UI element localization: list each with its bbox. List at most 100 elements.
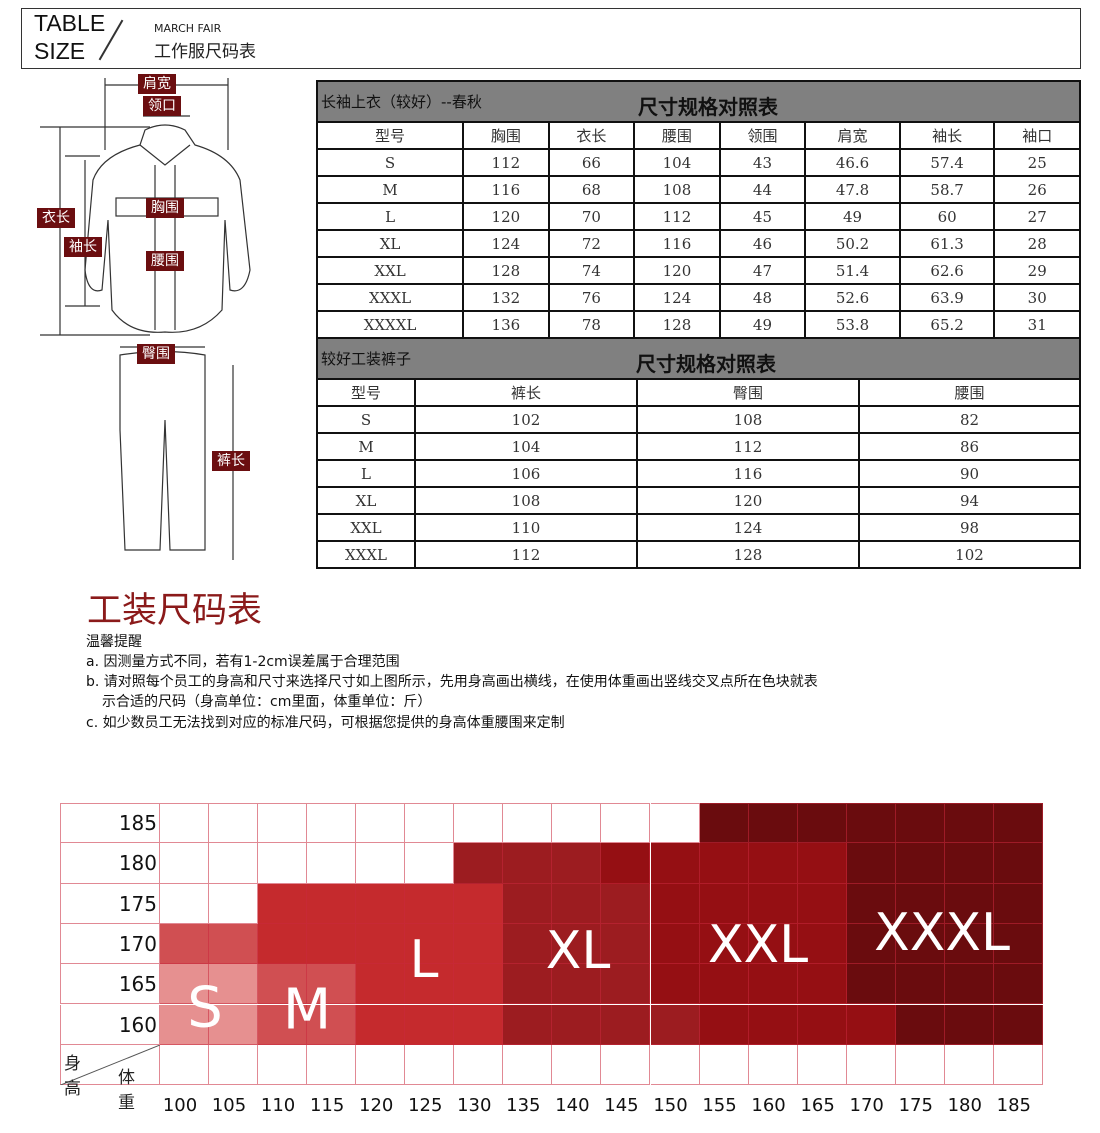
column-header: 臀围 xyxy=(636,378,860,407)
grid-cell-XXXL xyxy=(993,883,1043,924)
column-header: 腰围 xyxy=(858,378,1081,407)
grid-cell-XL xyxy=(552,1004,602,1045)
grid-cell-L xyxy=(405,1004,455,1045)
grid-cell-M xyxy=(307,964,357,1005)
grid-cell-M xyxy=(209,923,259,965)
table-cell: 46 xyxy=(718,229,807,258)
table-title-row: 长袖上衣（较好）--春秋 尺寸规格对照表 xyxy=(316,80,1081,123)
grid-cell-empty xyxy=(160,803,210,844)
label-chest: 胸围 xyxy=(146,198,184,218)
column-header: 胸围 xyxy=(462,121,550,150)
weight-tick-label: 105 xyxy=(211,1095,247,1117)
reminder-heading: 温馨提醒 xyxy=(86,634,142,650)
grid-cell-L xyxy=(258,883,308,924)
grid-cell-L xyxy=(356,923,406,965)
table-cell: 116 xyxy=(633,229,721,258)
table-cell: 47.8 xyxy=(804,175,901,204)
label-length: 衣长 xyxy=(37,208,75,228)
table-cell: 45 xyxy=(718,202,807,231)
table-cell: 47 xyxy=(718,256,807,285)
table-cell: 104 xyxy=(414,432,638,461)
table-cell: 116 xyxy=(462,175,550,204)
grid-label-cell xyxy=(60,1004,160,1045)
table-cell: 52.6 xyxy=(804,283,901,312)
table-cell: 106 xyxy=(414,459,638,488)
table-row: L 120 70 112 45 49 60 27 xyxy=(315,202,1081,231)
label-pants-length: 裤长 xyxy=(212,451,250,471)
grid-cell-empty xyxy=(258,1044,308,1086)
grid-cell-XXXL xyxy=(944,883,994,924)
guide-title: 工装尺码表 xyxy=(87,591,263,631)
table-cell: 104 xyxy=(633,148,721,177)
weight-tick-label: 110 xyxy=(260,1095,296,1117)
column-header: 肩宽 xyxy=(804,121,901,150)
grid-cell-XXL xyxy=(699,1004,749,1045)
table-cell: 128 xyxy=(636,540,860,569)
table-row: XL 108 120 94 xyxy=(316,486,1081,515)
grid-cell-XXL xyxy=(797,883,847,924)
grid-cell-XXXL xyxy=(846,964,896,1005)
grid-cell-XXL xyxy=(797,843,847,884)
grid-cell-empty xyxy=(454,1044,504,1086)
weight-tick-label: 115 xyxy=(309,1095,345,1117)
table-cell: 124 xyxy=(633,283,721,312)
grid-cell-XXL xyxy=(797,1004,847,1045)
grid-cell-M xyxy=(307,1004,357,1045)
grid-cell-XXL xyxy=(699,883,749,924)
grid-cell-M xyxy=(160,923,210,965)
grid-cell-M xyxy=(258,964,308,1005)
table-cell: 120 xyxy=(462,202,550,231)
table-cell: 128 xyxy=(462,256,550,285)
weight-tick-label: 150 xyxy=(653,1095,688,1117)
table-cell: 112 xyxy=(414,540,638,569)
grid-cell-empty xyxy=(258,803,308,844)
table-cell: 102 xyxy=(858,540,1081,569)
table-cell: 108 xyxy=(636,405,860,434)
grid-cell-empty xyxy=(405,1044,455,1086)
grid-cell-XXXL xyxy=(895,964,945,1005)
grid-cell-XXXL xyxy=(895,923,945,965)
grid-cell-XXXL xyxy=(944,964,994,1005)
column-header: 领围 xyxy=(718,121,807,150)
weight-tick-label: 165 xyxy=(800,1095,835,1117)
table-cell: 25 xyxy=(993,148,1081,177)
grid-cell-XXXL xyxy=(993,843,1043,884)
grid-cell-empty xyxy=(846,1044,896,1086)
grid-cell-empty xyxy=(993,1044,1043,1086)
height-tick-label: 165 xyxy=(118,972,157,997)
column-header: 裤长 xyxy=(414,378,638,407)
grid-cell-L xyxy=(454,964,504,1005)
table-cell: 120 xyxy=(636,486,860,515)
table-cell: 44 xyxy=(718,175,807,204)
weight-tick-label: 175 xyxy=(898,1095,933,1117)
table-cell: 124 xyxy=(462,229,550,258)
table-row: XXXL 112 128 102 xyxy=(316,540,1081,569)
grid-cell-XXXL xyxy=(797,803,847,844)
table-cell: 30 xyxy=(993,283,1081,312)
grid-cell-empty xyxy=(405,843,455,884)
column-header: 衣长 xyxy=(547,121,636,150)
table-cell: 61.3 xyxy=(898,229,996,258)
note-b: b. 请对照每个员工的身高和尺寸来选择尺寸如上图所示，先用身高画出横线，在使用体… xyxy=(86,674,818,690)
grid-cell-L xyxy=(454,1004,504,1045)
grid-cell-XXL xyxy=(699,964,749,1005)
grid-cell-empty xyxy=(356,843,406,884)
weight-tick-label: 140 xyxy=(555,1095,590,1117)
grid-cell-empty xyxy=(160,1044,210,1086)
note-c: c. 如少数员工无法找到对应的标准尺码，可根据您提供的身高体重腰围来定制 xyxy=(86,715,565,731)
grid-cell-empty xyxy=(307,1044,357,1086)
grid-cell-S xyxy=(209,964,259,1005)
grid-cell-XXL xyxy=(650,964,700,1005)
table-cell: 112 xyxy=(633,202,721,231)
grid-cell-XXXL xyxy=(944,1004,994,1045)
grid-cell-empty xyxy=(552,1044,602,1086)
grid-cell-XXL xyxy=(748,843,798,884)
grid-cell-empty xyxy=(160,843,210,884)
weight-axis-label: 体重 xyxy=(118,1067,135,1113)
table-cell: 90 xyxy=(858,459,1081,488)
weight-tick-label: 130 xyxy=(457,1095,492,1117)
grid-cell-empty xyxy=(895,1044,945,1086)
table-row: XXL 110 124 98 xyxy=(316,513,1081,542)
table-row: M 104 112 86 xyxy=(316,432,1081,461)
grid-cell-XXL xyxy=(748,964,798,1005)
